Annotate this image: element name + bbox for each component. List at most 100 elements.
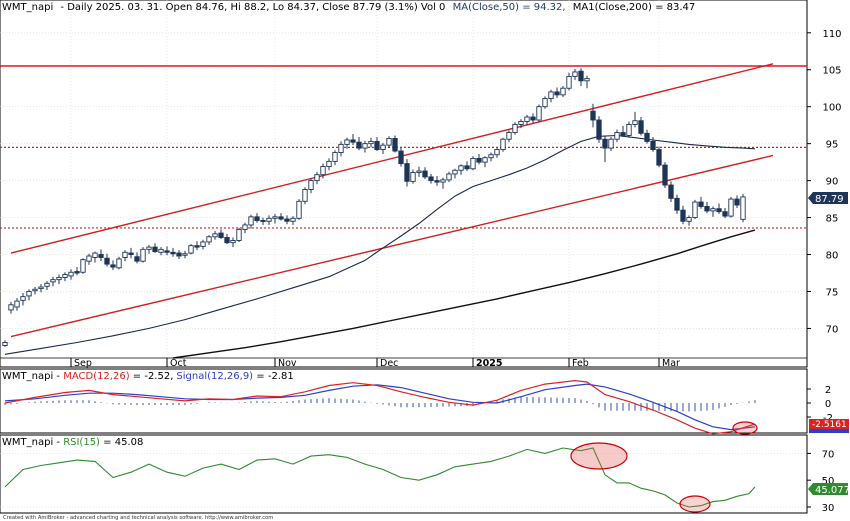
candle [398,147,404,167]
candle [410,169,416,184]
rsi-header-rsi: RSI(15) [63,437,100,448]
candle [368,137,374,148]
candle-body-up [344,139,350,145]
candle [716,203,722,214]
candle-body-up [80,259,86,273]
candle [710,206,716,217]
macd-header-macd-value: = -2.52, [130,371,174,382]
candle-body-up [56,276,62,281]
last-close-marker: 87.79 [808,192,848,205]
price-y-tick-label: 75 [826,287,839,298]
candle-body-up [236,228,242,241]
price-y-tick-label: 85 [826,214,839,225]
candle-body-up [470,157,476,170]
candle-body-down [602,138,608,149]
macd-panel: 2 0 -2 -2.5161 WMT_napi - MACD(12,26) = -2… [0,368,849,435]
x-tick-label: Sep [74,358,92,369]
candle [572,69,578,81]
candle [92,251,98,263]
candle [632,111,638,128]
candle [374,137,380,152]
price-y-tick-label: 100 [822,103,841,114]
candle [644,129,650,144]
candle [602,136,608,163]
candle [566,72,572,91]
candle [134,252,140,264]
candle [524,114,530,126]
candle [518,119,524,129]
candle-body-up [572,71,578,77]
candle [620,125,626,137]
signal-value-box [809,429,849,433]
candle [734,195,740,208]
candle [242,222,248,234]
candle [326,158,332,171]
candle [8,301,14,314]
macd-highlight-ellipse [732,421,758,435]
price-y-axis: 110 105 100 95 90 85 80 75 70 [807,29,842,335]
candle [434,176,440,186]
candle-body-up [86,255,92,262]
candle-body-up [302,189,308,202]
candle-body-down [434,180,440,183]
candle-body-up [314,174,320,182]
candle [146,244,152,254]
ma200-line [172,229,756,359]
macd-header-macd: MACD(12,26) [63,371,130,382]
candle-body-up [230,240,236,244]
candle [728,196,734,218]
price-channel [10,63,774,338]
candle [560,86,566,98]
candle [722,207,728,219]
candle [662,162,668,188]
header-ma50: MA(Close,50) = 94.32, [453,2,566,13]
candle-body-up [182,253,188,256]
candle-body-up [38,286,44,289]
candle [116,256,122,270]
candle [38,284,44,293]
price-header: WMT_napi - Daily 2025. 03. 31. Open 84.7… [2,2,695,13]
candle-body-down [674,197,680,211]
candle [584,75,590,89]
candle-body-down [374,140,380,151]
rsi-y-tick-label: 30 [822,503,835,514]
candle [548,89,554,103]
x-tick-label: Dec [380,358,398,369]
candle-body-up [494,149,500,156]
candle [626,121,632,138]
candle [272,213,278,224]
candle [404,159,410,187]
candle-body-up [206,236,212,243]
candle [32,287,38,295]
candle [458,164,464,175]
candle-body-up [458,165,464,171]
candle-body-down [350,139,356,143]
candle-body-down [254,216,260,221]
price-plot-frame [0,0,808,368]
rsi-panel: 70 50 30 45.077 WMT_napi - RSI(15) = 45.08 [0,434,850,514]
candle [656,146,662,168]
candle [362,140,368,153]
candle-body-up [740,196,746,220]
candle-body-up [518,121,524,125]
candle-body-up [626,123,632,136]
candle [698,196,704,209]
candle [608,137,614,152]
candle-body-down [578,70,584,82]
price-y-tick-label: 90 [826,177,839,188]
candle [320,163,326,179]
candle-body-up [122,251,128,258]
x-tick-label: 2025 [476,358,502,369]
candle [530,113,536,123]
candle-body-down [194,245,200,248]
footer-credit: Created with AmiBroker - advanced charti… [3,515,273,521]
candle-body-up [524,116,530,122]
candle-body-down [170,251,176,255]
rsi-grid [0,453,807,508]
channel-lower-line [10,154,774,338]
candle-body-up [632,120,638,125]
candle-body-up [362,143,368,149]
macd-header-signal: Signal(12,26,9) [176,371,253,382]
candle-body-down [464,165,470,170]
candle [614,129,620,143]
